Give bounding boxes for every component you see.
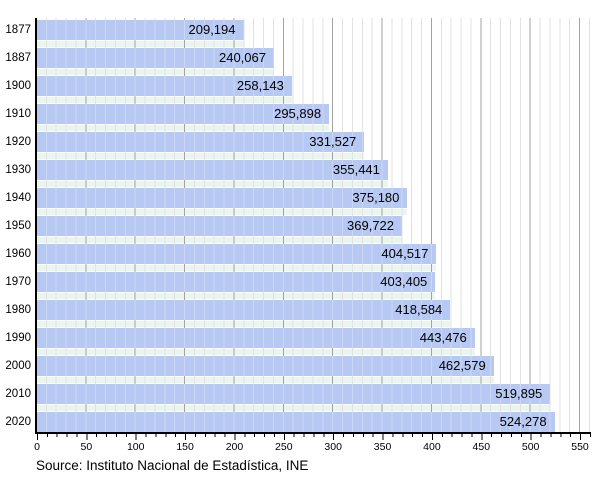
value-label: 418,584 [395, 302, 443, 317]
year-label: 1887 [5, 52, 31, 64]
value-label: 519,895 [495, 386, 543, 401]
value-label: 375,180 [352, 190, 400, 205]
year-label: 2000 [5, 360, 31, 372]
year-label: 1920 [5, 136, 31, 148]
x-tick-label: 350 [373, 441, 392, 453]
chart-row: 1900 258,143 [5, 76, 591, 104]
x-tick-label: 550 [571, 441, 589, 453]
plot-area: 1877 209,194 1887 240,067 1900 258,143 1… [5, 18, 591, 432]
x-tick-label: 400 [423, 441, 441, 453]
value-label: 524,278 [499, 414, 547, 429]
chart-row: 1940 375,180 [5, 188, 591, 216]
chart-row: 2010 519,895 [5, 384, 591, 412]
year-label: 1910 [5, 108, 31, 120]
population-bar: 524,278 [37, 412, 555, 432]
value-label: 295,898 [274, 106, 322, 121]
value-label: 355,441 [332, 162, 380, 177]
x-axis-major-ticks [37, 434, 591, 440]
x-tick-label: 150 [176, 441, 194, 453]
x-tick-label: 500 [521, 441, 540, 453]
chart-row: 1960 404,517 [5, 244, 591, 272]
bar-shadow-band [37, 237, 402, 243]
population-bar: 295,898 [37, 104, 330, 124]
year-label: 1970 [5, 276, 31, 288]
year-label: 1940 [5, 192, 31, 204]
year-label: 1930 [5, 164, 31, 176]
bar-shadow-band [37, 293, 436, 299]
year-label: 1900 [5, 80, 31, 92]
bar-shadow-band [37, 321, 451, 327]
bar-shadow-band [37, 377, 494, 383]
x-tick-label: 50 [80, 441, 93, 453]
bar-shadow-band [37, 69, 274, 75]
bar-shadow-band [37, 97, 292, 103]
value-label: 240,067 [219, 50, 266, 65]
value-label: 331,527 [309, 134, 357, 149]
bar-shadow-band [37, 125, 330, 131]
population-bar: 355,441 [37, 160, 388, 180]
year-label: 2010 [5, 388, 31, 400]
chart-row: 1920 331,527 [5, 132, 591, 160]
x-tick-label: 200 [225, 441, 244, 453]
year-label: 2020 [5, 416, 31, 428]
x-tick-label: 300 [324, 441, 342, 453]
population-bar: 403,405 [37, 272, 436, 292]
x-tick-label: 0 [34, 441, 40, 453]
x-tick-label: 250 [275, 441, 293, 453]
y-axis-line [35, 18, 37, 434]
value-label: 462,579 [438, 358, 486, 373]
population-bar: 209,194 [37, 20, 244, 40]
value-label: 258,143 [236, 78, 284, 93]
bar-shadow-band [37, 349, 475, 355]
chart-row: 2020 524,278 [5, 412, 591, 432]
value-label: 404,517 [381, 246, 429, 261]
bar-shadow-band [37, 405, 551, 411]
x-tick-label: 100 [126, 441, 145, 453]
population-bar: 331,527 [37, 132, 365, 152]
chart-row: 1930 355,441 [5, 160, 591, 188]
value-label: 209,194 [188, 22, 236, 37]
bar-shadow-band [37, 41, 244, 47]
year-label: 1960 [5, 248, 31, 260]
year-label: 1980 [5, 304, 31, 316]
chart-row: 1950 369,722 [5, 216, 591, 244]
chart-row: 1970 403,405 [5, 272, 591, 300]
bar-shadow-band [37, 153, 365, 159]
value-label: 403,405 [380, 274, 428, 289]
year-label: 1990 [5, 332, 31, 344]
x-axis-tick-labels: 0 50 100 150 200 250 300 350 400 450 500 550 [0, 441, 600, 455]
population-bar: 369,722 [37, 216, 402, 236]
value-label: 369,722 [347, 218, 394, 233]
bar-shadow-band [37, 265, 437, 271]
x-axis-line [35, 432, 591, 434]
year-label: 1950 [5, 220, 31, 232]
x-tick-label: 450 [472, 441, 491, 453]
value-label: 443,476 [419, 330, 467, 345]
bar-shadow-band [37, 181, 388, 187]
source-note: Source: Instituto Nacional de Estadístic… [36, 458, 309, 473]
chart-row: 1910 295,898 [5, 104, 591, 132]
population-bar: 418,584 [37, 300, 451, 320]
bar-shadow-band [37, 209, 408, 215]
chart-row: 1887 240,067 [5, 48, 591, 76]
population-bar: 519,895 [37, 384, 551, 404]
year-label: 1877 [5, 24, 31, 36]
population-bar: 462,579 [37, 356, 494, 376]
population-bar: 443,476 [37, 328, 475, 348]
chart-row: 1980 418,584 [5, 300, 591, 328]
chart-row: 1990 443,476 [5, 328, 591, 356]
population-bar: 404,517 [37, 244, 437, 264]
population-bar: 240,067 [37, 48, 274, 68]
chart-row: 1877 209,194 [5, 20, 591, 48]
chart-row: 2000 462,579 [5, 356, 591, 384]
population-bar: 375,180 [37, 188, 408, 208]
population-bar: 258,143 [37, 76, 292, 96]
